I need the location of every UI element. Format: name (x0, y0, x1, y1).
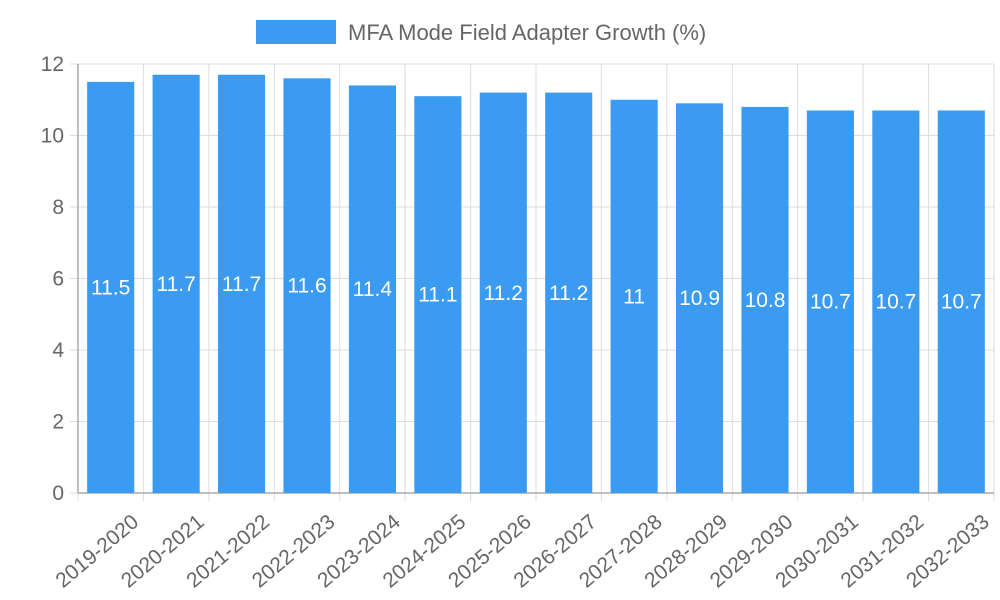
y-tick-label: 4 (52, 339, 64, 362)
bar-value-label: 11.1 (418, 284, 457, 307)
bar-value-label: 11.6 (287, 275, 326, 298)
bar-value-label: 11.5 (91, 276, 130, 299)
legend-swatch (256, 20, 336, 44)
bar[interactable] (937, 110, 985, 493)
bar[interactable] (87, 81, 135, 493)
bar-value-label: 11.4 (353, 278, 393, 301)
bar[interactable] (806, 110, 854, 493)
bar[interactable] (676, 103, 724, 493)
bar-value-label: 11.7 (222, 273, 261, 296)
legend[interactable]: MFA Mode Field Adapter Growth (%) (256, 20, 706, 45)
bar[interactable] (610, 99, 658, 493)
bar[interactable] (283, 78, 331, 494)
bar[interactable] (152, 74, 200, 493)
bar-value-label: 10.7 (941, 291, 982, 314)
y-tick-label: 10 (41, 125, 64, 148)
bar-value-label: 11 (623, 285, 645, 308)
y-tick-label: 12 (41, 53, 64, 76)
bar-value-label: 10.9 (679, 287, 720, 310)
legend-label: MFA Mode Field Adapter Growth (%) (348, 20, 706, 45)
y-axis-ticks: 0 2 4 6 8 10 12 (41, 53, 65, 505)
bars (87, 74, 985, 494)
bar[interactable] (414, 96, 462, 494)
bar-value-label: 10.7 (810, 291, 851, 314)
x-axis-ticks: 2019-20202020-20212021-20222022-20232023… (51, 510, 993, 592)
bar[interactable] (348, 85, 396, 493)
bar[interactable] (872, 110, 920, 493)
y-tick-label: 6 (52, 268, 64, 291)
value-labels: 11.5 11.7 11.7 11.6 11.4 11.1 11.2 11.2 11 10.9 10… (91, 273, 982, 314)
bar[interactable] (218, 74, 266, 493)
y-tick-label: 0 (52, 482, 64, 505)
bar-value-label: 11.7 (156, 273, 195, 296)
bar-value-label: 11.2 (484, 282, 523, 305)
y-tick-label: 2 (52, 411, 64, 434)
bar[interactable] (479, 92, 527, 493)
gridlines (70, 63, 995, 501)
bar-value-label: 10.7 (875, 291, 916, 314)
bar-value-label: 10.8 (745, 289, 786, 312)
bar[interactable] (741, 106, 789, 494)
bar[interactable] (545, 92, 593, 493)
bar-value-label: 11.2 (549, 282, 588, 305)
y-tick-label: 8 (52, 196, 64, 219)
